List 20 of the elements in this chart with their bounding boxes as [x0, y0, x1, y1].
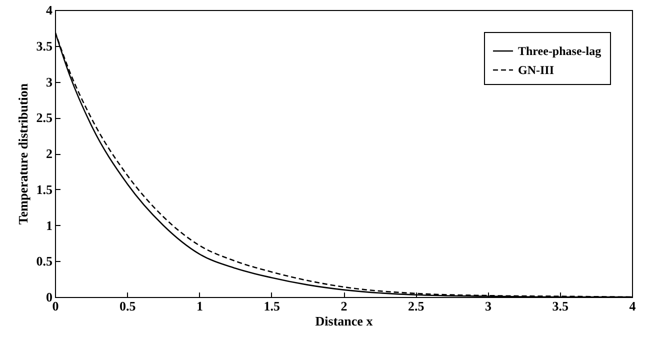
x-tick-label: 2.5 [408, 298, 425, 314]
y-tick-label: 4 [46, 2, 53, 18]
y-tick-label: 2 [46, 146, 52, 161]
y-tick-label: 0.5 [36, 254, 53, 269]
y-axis-title: Temperature distribution [15, 82, 30, 225]
x-tick-label: 1.5 [264, 298, 280, 314]
legend-label: GN-III [518, 63, 554, 77]
x-tick-label: 3.5 [552, 298, 569, 314]
y-tick-label: 1.5 [36, 182, 53, 197]
y-tick-label: 2.5 [36, 110, 53, 126]
x-tick-label: 3 [485, 298, 492, 314]
x-axis-title: Distance x [315, 314, 374, 328]
x-tick-label: 2 [340, 298, 348, 314]
legend-label: Three-phase-lag [518, 44, 602, 58]
x-tick-label: 4 [629, 298, 636, 314]
y-tick-label: 1 [46, 218, 52, 233]
y-tick-label: 3 [46, 74, 53, 90]
y-tick-label: 3.5 [36, 38, 53, 54]
x-tick-label: 1 [196, 298, 203, 314]
x-tick-label: 0.5 [120, 298, 136, 314]
